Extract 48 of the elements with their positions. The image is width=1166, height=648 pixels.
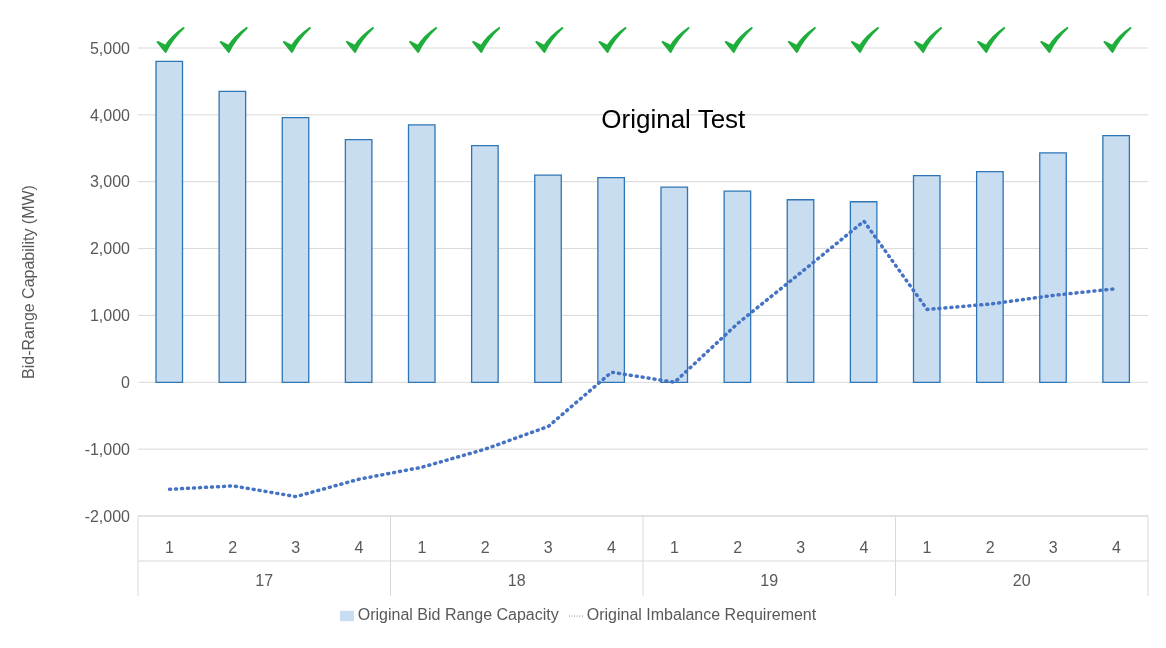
text: 17: [255, 572, 274, 589]
y-axis-title: Bid-Range Capability (MW): [19, 185, 37, 379]
bar: [470, 144, 499, 383]
y-tick-label: -1,000: [84, 440, 131, 458]
bar: [912, 175, 941, 383]
y-tick-label: 2,000: [89, 240, 131, 258]
x-tick-label: 1: [922, 539, 932, 557]
y-tick-label: 3,000: [89, 173, 131, 191]
x-tick-label: 3: [796, 539, 806, 557]
x-tick-label: 4: [1111, 539, 1121, 557]
x-tick-label: 3: [543, 539, 553, 557]
text: 20: [1012, 572, 1031, 589]
x-tick-label: 4: [859, 539, 869, 557]
y-tick-label: 1,000: [89, 307, 131, 325]
bar: [786, 199, 815, 383]
x-tick-label: 2: [985, 539, 995, 557]
bar: [849, 201, 878, 383]
x-tick-label: 3: [291, 539, 301, 557]
legend-label: Original Imbalance Requirement: [586, 606, 817, 623]
x-tick-label: 1: [670, 539, 680, 557]
x-tick-label: 4: [606, 539, 616, 557]
x-tick-label: 3: [1048, 539, 1058, 557]
bar: [155, 60, 184, 383]
bar: [534, 174, 562, 383]
bar: [407, 124, 436, 383]
bar: [1102, 134, 1131, 383]
x-tick-label: 2: [228, 539, 238, 557]
bar: [723, 190, 752, 383]
y-tick-label: 4,000: [89, 106, 131, 124]
x-tick-label: 1: [165, 539, 175, 557]
y-tick-label: 5,000: [89, 39, 131, 57]
bar: [660, 186, 689, 383]
y-tick-label: 0: [121, 373, 131, 391]
x-tick-label: 2: [480, 539, 490, 557]
bar: [1039, 152, 1067, 383]
y-tick-label: -2,000: [84, 507, 131, 525]
bar: [975, 171, 1004, 383]
legend-label: Original Bid Range Capacity: [357, 606, 559, 623]
x-tick-label: 4: [354, 539, 364, 557]
x-tick-label: 2: [733, 539, 743, 557]
bar: [597, 177, 626, 383]
x-tick-label: 1: [417, 539, 427, 557]
text: 18: [507, 572, 526, 589]
text: Original Test: [601, 104, 747, 134]
bar: [281, 116, 310, 383]
bar: [344, 138, 373, 383]
bar: [218, 90, 247, 383]
text: 19: [760, 572, 779, 589]
